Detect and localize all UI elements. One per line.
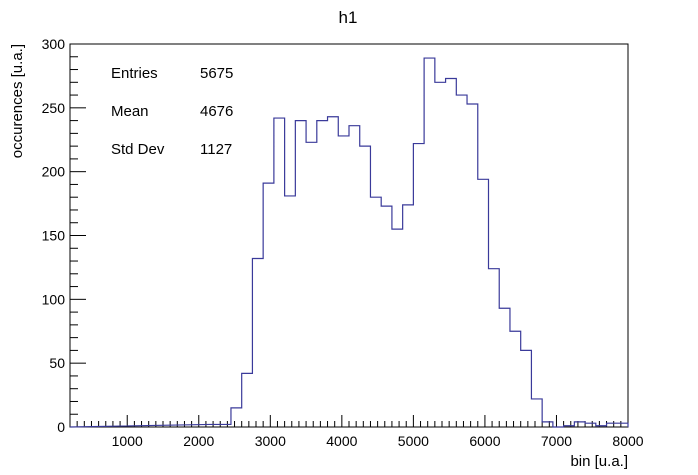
stats-label: Std Dev [111, 141, 165, 158]
y-tick-label: 100 [42, 291, 66, 307]
stats-value: 1127 [200, 141, 232, 158]
histogram-series-line [69, 57, 629, 428]
x-tick-label: 4000 [326, 433, 357, 449]
stats-box: Entries 5675 Mean 4676 Std Dev 1127 [111, 65, 233, 158]
stats-value: 5675 [200, 65, 233, 82]
x-tick-label: 6000 [469, 433, 500, 449]
x-tick-labels: 1000 2000 3000 4000 5000 6000 7000 8000 [112, 433, 644, 449]
x-axis-label: bin [u.a.] [570, 453, 628, 470]
y-tick-label: 250 [42, 100, 66, 116]
chart-title: h1 [339, 8, 358, 27]
x-tick-label: 3000 [255, 433, 286, 449]
y-tick-label: 150 [42, 228, 66, 244]
stats-value: 4676 [200, 103, 233, 120]
y-tick-label: 300 [42, 36, 66, 52]
y-axis-label: occurences [u.a.] [9, 44, 26, 158]
y-tick-label: 50 [49, 355, 65, 371]
stats-label: Mean [111, 103, 149, 120]
y-tick-labels: 0 50 100 150 200 250 300 [42, 36, 66, 435]
y-tick-label: 200 [42, 164, 66, 180]
x-tick-label: 1000 [112, 433, 143, 449]
y-tick-label: 0 [57, 419, 65, 435]
x-tick-label: 8000 [612, 433, 643, 449]
x-tick-label: 2000 [183, 433, 214, 449]
x-tick-label: 7000 [541, 433, 572, 449]
stats-label: Entries [111, 65, 158, 82]
x-tick-label: 5000 [398, 433, 429, 449]
